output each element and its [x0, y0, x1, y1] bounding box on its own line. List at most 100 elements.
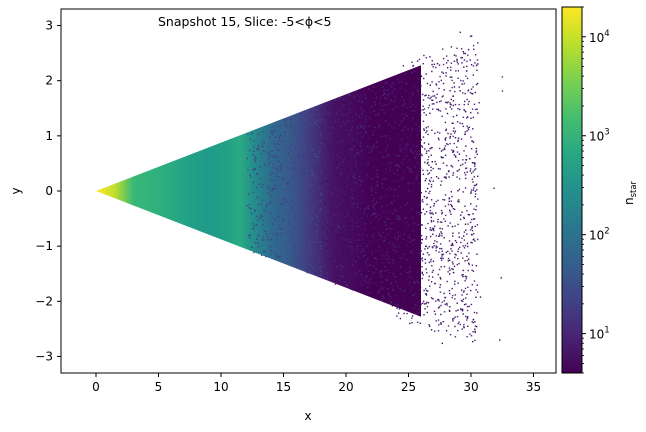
star-point [430, 219, 433, 222]
star-point [336, 151, 338, 154]
star-point [338, 98, 340, 100]
star-point [408, 284, 411, 286]
star-point [328, 178, 330, 180]
star-point [314, 270, 316, 272]
star-point [414, 312, 416, 314]
star-point [317, 120, 319, 122]
star-point [273, 167, 275, 169]
star-point [311, 172, 314, 174]
star-point [463, 235, 465, 237]
star-point [318, 211, 320, 213]
star-point [448, 290, 451, 292]
star-point [333, 188, 336, 190]
star-point [375, 186, 377, 188]
star-point [380, 81, 383, 84]
star-point [385, 171, 387, 174]
star-point [447, 132, 449, 135]
star-point [379, 238, 381, 241]
star-point [362, 127, 365, 129]
star-point [290, 172, 293, 174]
star-point [299, 167, 302, 169]
star-point [442, 95, 444, 97]
star-point [395, 225, 397, 227]
star-point [376, 173, 378, 175]
star-point [338, 256, 341, 258]
star-point [477, 175, 479, 177]
star-point [363, 213, 365, 215]
star-point [344, 168, 346, 170]
star-point [416, 128, 419, 130]
star-point [264, 230, 267, 233]
star-point [428, 245, 430, 248]
star-point [268, 221, 270, 224]
star-point [341, 188, 343, 191]
star-point [381, 299, 383, 302]
star-point [449, 135, 451, 138]
star-point [459, 323, 461, 326]
star-point [397, 139, 399, 141]
star-point [431, 227, 434, 230]
star-point [357, 127, 359, 129]
star-point [429, 97, 431, 100]
star-point [419, 246, 421, 248]
star-point [388, 211, 390, 213]
star-point [352, 197, 354, 199]
star-point [448, 176, 450, 178]
colorbar-tick-base: 10 [589, 328, 604, 342]
star-point [302, 244, 304, 246]
star-point [295, 174, 297, 176]
star-point [357, 256, 360, 258]
star-point [390, 282, 392, 284]
star-point [336, 234, 339, 236]
star-point [464, 162, 467, 164]
star-point [434, 132, 436, 135]
star-point [389, 108, 391, 110]
star-point [413, 110, 416, 112]
star-point [262, 131, 264, 133]
star-point [357, 94, 359, 96]
star-point [396, 284, 399, 287]
star-point [359, 250, 362, 252]
star-point [428, 279, 430, 281]
star-point [411, 250, 414, 252]
star-point [416, 246, 418, 248]
star-point [256, 215, 258, 218]
star-point [399, 145, 401, 147]
star-point [395, 280, 397, 283]
star-point [433, 103, 435, 105]
star-point [463, 66, 465, 68]
star-point [377, 291, 380, 294]
star-point [379, 97, 381, 99]
star-point [285, 257, 288, 260]
star-point [329, 118, 331, 120]
star-point [305, 236, 307, 239]
star-point [411, 322, 413, 324]
star-point [451, 225, 454, 228]
star-point [332, 153, 334, 155]
star-point [252, 153, 254, 156]
star-point [454, 325, 456, 328]
star-point [407, 167, 410, 170]
star-point [362, 234, 364, 236]
star-point [458, 178, 461, 180]
star-point [285, 178, 288, 180]
star-point [396, 210, 398, 212]
star-point [361, 217, 363, 219]
star-point [468, 258, 470, 260]
star-point [319, 162, 321, 164]
star-point [448, 267, 451, 269]
star-point [361, 117, 363, 119]
star-point [385, 254, 387, 256]
star-point [474, 321, 476, 323]
star-point [393, 212, 395, 214]
star-point [269, 136, 271, 139]
star-point [279, 134, 282, 137]
star-point [417, 311, 420, 314]
star-point [309, 209, 311, 212]
star-point [401, 177, 404, 179]
star-point [454, 283, 456, 285]
star-point [433, 95, 436, 97]
star-point [311, 107, 314, 110]
star-point [385, 279, 387, 281]
star-point [364, 275, 367, 278]
